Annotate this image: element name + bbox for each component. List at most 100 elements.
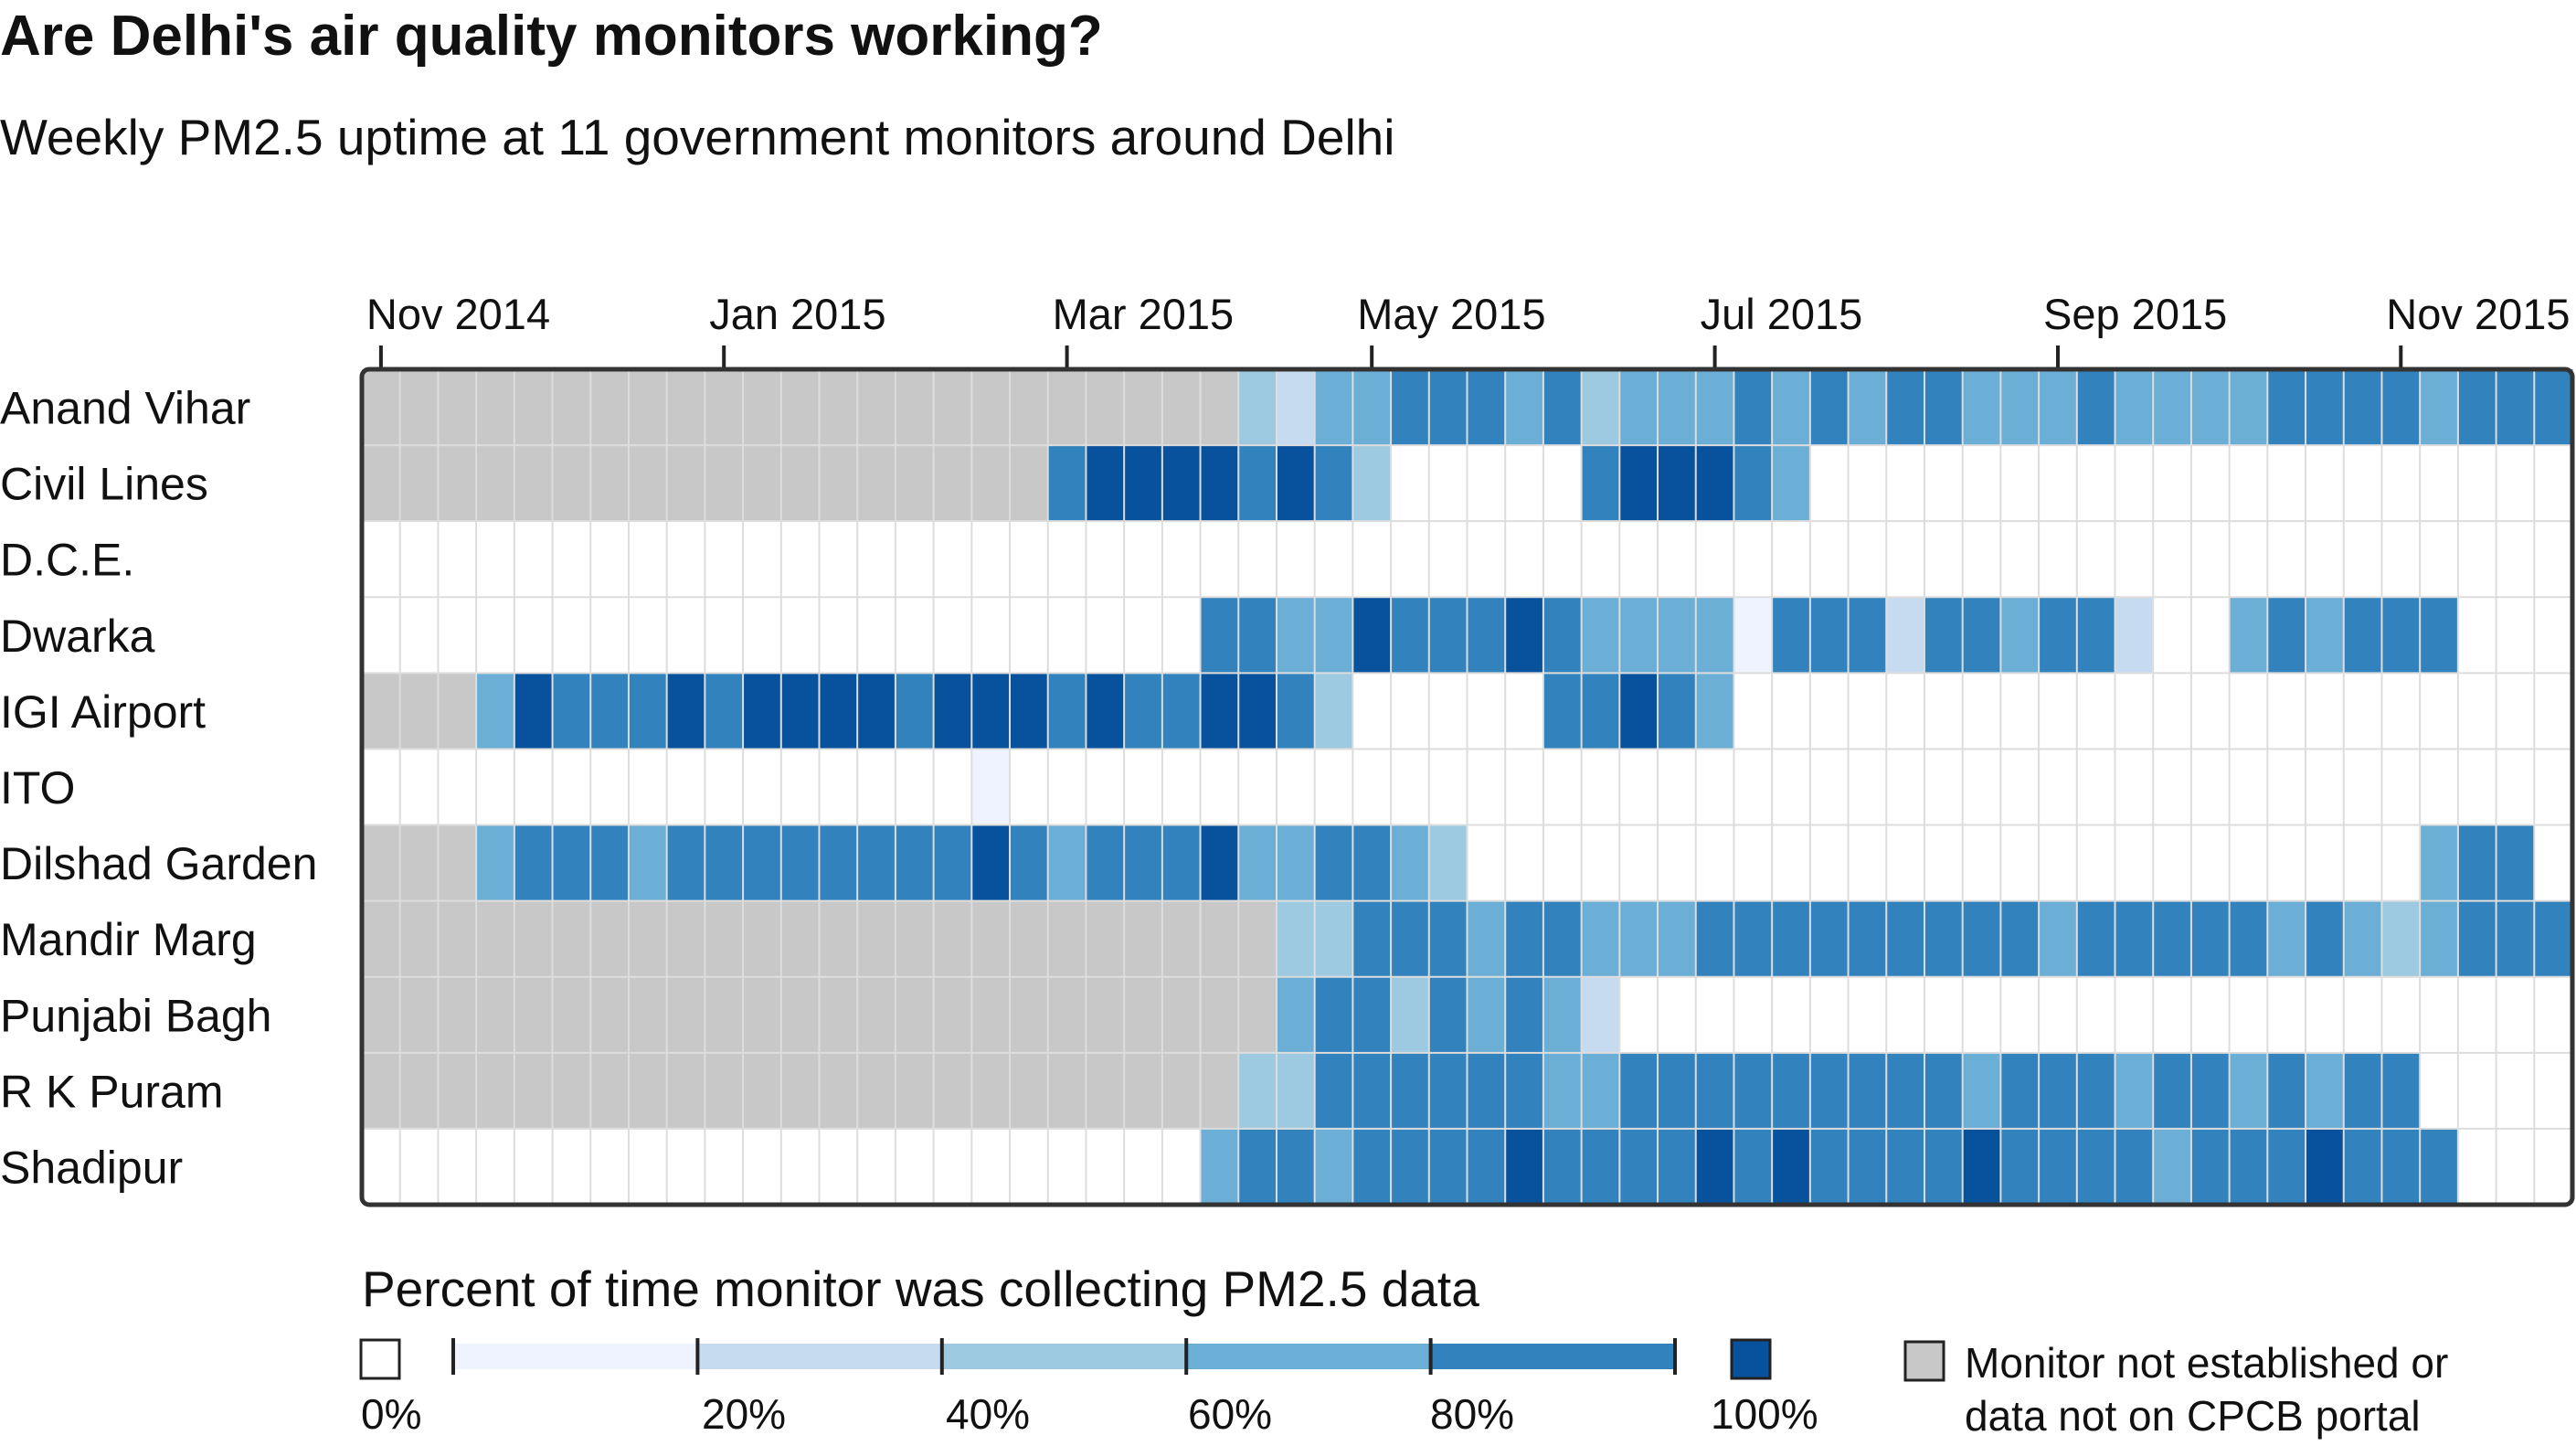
heatmap-cell (1200, 597, 1239, 674)
heatmap-cell (1086, 749, 1125, 826)
heatmap-cell (438, 597, 477, 674)
heatmap-cell (1047, 673, 1087, 750)
heatmap-cell (971, 369, 1011, 446)
heatmap-cell (399, 369, 439, 446)
heatmap-cell (1924, 900, 1964, 978)
heatmap-cell (2190, 1052, 2231, 1130)
heatmap-cell (2190, 521, 2231, 598)
heatmap-cell (2420, 521, 2459, 598)
heatmap-cell (628, 673, 668, 750)
heatmap-cell (2457, 673, 2497, 750)
heatmap-cell (1238, 597, 1277, 674)
heatmap-cell (628, 824, 668, 902)
heatmap-cell (1200, 673, 1239, 750)
heatmap-cell (1010, 976, 1049, 1054)
heatmap-cell (2115, 900, 2154, 978)
heatmap-cell (2229, 597, 2268, 674)
heatmap-cell (1010, 749, 1049, 826)
heatmap-cell (780, 521, 820, 598)
heatmap-cell (552, 1128, 591, 1206)
heatmap-cell (666, 900, 705, 978)
heatmap-cell (514, 369, 554, 446)
heatmap-cell (2343, 445, 2382, 522)
heatmap-cell (2457, 976, 2497, 1054)
heatmap-cell (2381, 900, 2421, 978)
heatmap-cell (1542, 900, 1583, 978)
heatmap-cell (2000, 673, 2040, 750)
heatmap-cell (2420, 976, 2459, 1054)
heatmap-cell (819, 749, 858, 826)
heatmap-cell (476, 749, 515, 826)
heatmap-cell (1428, 369, 1468, 446)
heatmap-cell (933, 749, 972, 826)
heatmap-cell (2267, 900, 2306, 978)
heatmap-cell (1238, 521, 1277, 598)
heatmap-cell (1962, 445, 2001, 522)
heatmap-cell (2420, 445, 2459, 522)
heatmap-cell (2420, 369, 2459, 446)
heatmap-cell (1695, 1052, 1734, 1130)
heatmap-cell (1124, 445, 1163, 522)
heatmap-cell (2076, 369, 2116, 446)
heatmap-cell (2306, 749, 2345, 826)
heatmap-cell (780, 976, 820, 1054)
heatmap-cell (1695, 976, 1734, 1054)
heatmap-cell (514, 445, 554, 522)
heatmap-cell (362, 1052, 401, 1130)
heatmap-cell (2267, 445, 2306, 522)
heatmap-cell (1352, 749, 1392, 826)
heatmap-cell (1505, 900, 1544, 978)
heatmap-cell (476, 1128, 515, 1206)
station-label: Mandir Marg (0, 914, 257, 965)
x-tick-label: Jul 2015 (1701, 290, 1863, 338)
heatmap-cell (2039, 521, 2078, 598)
heatmap-cell (1809, 673, 1850, 750)
heatmap-cell (476, 673, 515, 750)
heatmap-cell (2039, 976, 2078, 1054)
heatmap-cell (1924, 521, 1964, 598)
heatmap-cell (2534, 1128, 2573, 1206)
heatmap-cell (895, 521, 935, 598)
heatmap-cell (2496, 673, 2535, 750)
heatmap-cell (1200, 369, 1239, 446)
x-tick-label: May 2015 (1357, 290, 1545, 338)
heatmap-cell (362, 521, 401, 598)
heatmap-cell (971, 1128, 1011, 1206)
heatmap-cell (743, 369, 782, 446)
heatmap-cell (2267, 1052, 2306, 1130)
heatmap-cell (1695, 824, 1734, 902)
heatmap-cell (2000, 445, 2040, 522)
heatmap-cell (2381, 369, 2421, 446)
heatmap-cell (666, 521, 705, 598)
heatmap-cell (1428, 749, 1468, 826)
heatmap-cell (476, 1052, 515, 1130)
heatmap-cell (1695, 1128, 1734, 1206)
heatmap-cell (476, 976, 515, 1054)
heatmap-cell (2496, 445, 2535, 522)
heatmap-cell (1010, 900, 1049, 978)
heatmap-cell (1772, 673, 1811, 750)
heatmap-cell (552, 976, 591, 1054)
x-tick-label: Nov 2014 (366, 290, 550, 338)
station-label: IGI Airport (0, 686, 206, 738)
heatmap-cell (971, 900, 1011, 978)
heatmap-cell (1772, 900, 1811, 978)
heatmap-cell (1772, 1052, 1811, 1130)
heatmap-cell (1047, 900, 1087, 978)
heatmap-cell (743, 521, 782, 598)
heatmap-cell (780, 749, 820, 826)
heatmap-cell (1886, 1052, 1925, 1130)
heatmap-cell (2190, 824, 2231, 902)
heatmap-cell (1467, 369, 1506, 446)
heatmap-cell (1505, 445, 1544, 522)
heatmap-cell (628, 1128, 668, 1206)
heatmap-cell (1542, 445, 1583, 522)
heatmap-cell (590, 369, 630, 446)
heatmap-cell (1886, 976, 1925, 1054)
heatmap-cell (1733, 824, 1773, 902)
heatmap-cell (1276, 369, 1316, 446)
heatmap-cell (628, 976, 668, 1054)
heatmap-cell (1276, 824, 1316, 902)
heatmap-cell (1695, 521, 1734, 598)
heatmap-cell (1352, 824, 1392, 902)
